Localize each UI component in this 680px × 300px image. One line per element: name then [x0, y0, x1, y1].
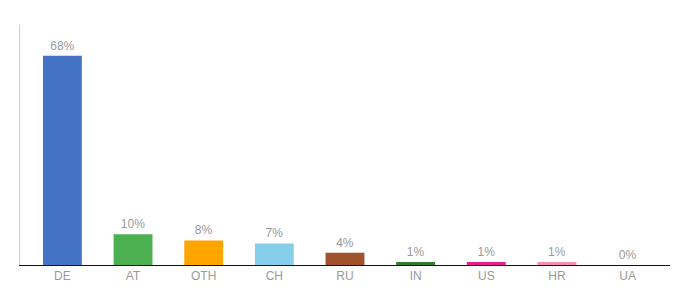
svg-text:0%: 0%	[619, 248, 637, 262]
svg-text:AT: AT	[126, 269, 141, 283]
svg-text:1%: 1%	[548, 245, 566, 259]
svg-text:1%: 1%	[407, 245, 425, 259]
svg-text:HR: HR	[548, 269, 566, 283]
svg-text:CH: CH	[266, 269, 283, 283]
svg-text:7%: 7%	[266, 226, 284, 240]
svg-text:4%: 4%	[336, 236, 354, 250]
svg-text:IN: IN	[410, 269, 422, 283]
svg-text:OTH: OTH	[191, 269, 216, 283]
svg-text:RU: RU	[336, 269, 353, 283]
svg-text:DE: DE	[54, 269, 71, 283]
svg-text:68%: 68%	[50, 39, 74, 53]
svg-text:8%: 8%	[195, 223, 213, 237]
svg-text:1%: 1%	[477, 245, 495, 259]
svg-text:US: US	[478, 269, 495, 283]
svg-text:UA: UA	[619, 269, 636, 283]
svg-text:10%: 10%	[121, 217, 145, 231]
